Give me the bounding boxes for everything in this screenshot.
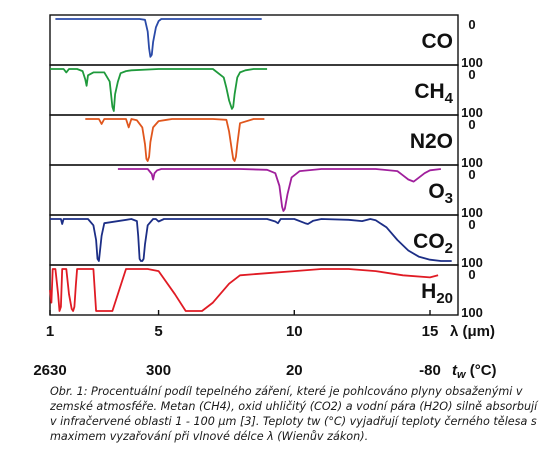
y-tick-0-2: 0 [468,117,475,132]
temp-tick-label-1: 300 [146,362,171,379]
x-tick-label-0: 1 [46,323,54,340]
panel-3 [49,164,459,216]
series-line-2 [85,118,265,162]
gas-label-1: CH4 [414,80,453,107]
x-tick-label-2: 10 [286,323,303,340]
y-tick-100-3: 100 [461,205,483,220]
gas-label-5: H20 [421,280,453,307]
y-tick-0-5: 0 [468,267,475,282]
panel-0 [49,14,459,66]
y-tick-100-2: 100 [461,155,483,170]
gas-label-0: CO [422,30,454,53]
x-tick-label-3: 15 [422,323,439,340]
gas-label-2: N2O [410,130,453,153]
panel-5 [49,264,459,316]
y-tick-100-4: 100 [461,255,483,270]
panel-2 [49,114,459,166]
series-line-4 [50,218,452,262]
series-line-1 [50,68,268,112]
y-tick-0-1: 0 [468,67,475,82]
temp-axis-label: tw (°C) [452,362,497,381]
gas-label-4: CO2 [413,230,453,257]
series-line-5 [49,268,439,312]
y-tick-100-0: 100 [461,55,483,70]
gas-label-3: O3 [428,180,453,207]
x-tick-label-1: 5 [154,323,162,340]
y-tick-0-3: 0 [468,167,475,182]
y-tick-0-4: 0 [468,217,475,232]
series-line-3 [117,168,442,212]
temp-tick-label-3: -80 [419,362,441,379]
series-line-0 [55,18,262,58]
y-tick-0-0: 0 [468,17,475,32]
temp-tick-label-0: 2630 [33,362,66,379]
y-tick-100-5: 100 [461,305,483,320]
temp-tick-label-2: 20 [286,362,303,379]
figure-caption: Obr. 1: Procentuální podíl tepelného zář… [50,385,538,443]
x-axis-label: λ (μm) [450,323,495,340]
y-tick-100-1: 100 [461,105,483,120]
